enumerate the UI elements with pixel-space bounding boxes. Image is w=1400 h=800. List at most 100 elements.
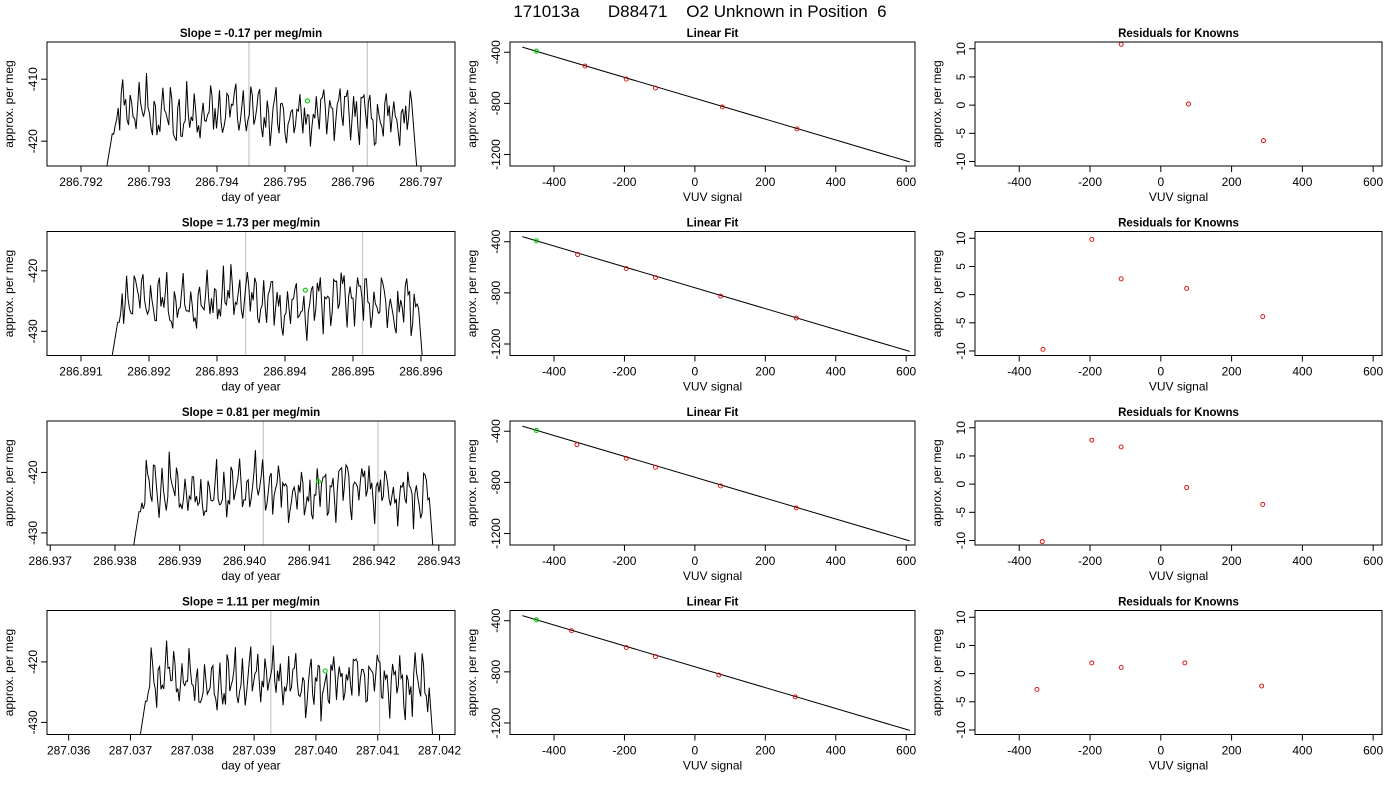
y-axis-label: approx. per meg <box>465 250 479 337</box>
data-point <box>793 315 799 321</box>
x-tick-label: -200 <box>1078 365 1102 379</box>
highlight-point <box>315 478 321 485</box>
data-point <box>1040 346 1046 352</box>
x-tick-label: 286.794 <box>195 175 239 189</box>
x-tick-label: 600 <box>896 554 916 568</box>
x-tick-label: -400 <box>1007 365 1031 379</box>
x-tick-label: 286.892 <box>127 365 171 379</box>
x-tick-label: 0 <box>692 744 699 758</box>
x-tick-label: 200 <box>755 365 775 379</box>
x-tick-label: -200 <box>612 365 636 379</box>
y-tick-label: -420 <box>26 460 40 484</box>
x-tick-label: 0 <box>1157 365 1164 379</box>
x-tick-label: 200 <box>755 744 775 758</box>
plot-frame <box>46 610 456 735</box>
highlight-point <box>533 617 539 623</box>
y-tick-label: -1200 <box>489 707 503 738</box>
x-tick-label: 286.891 <box>59 365 103 379</box>
y-tick-label: 0 <box>954 291 968 298</box>
y-tick-label: -430 <box>26 319 40 343</box>
x-tick-label: 287.039 <box>232 744 276 758</box>
data-point <box>652 654 658 659</box>
x-axis-label: VUV signal <box>1149 380 1208 394</box>
y-tick-label: 10 <box>954 610 968 624</box>
x-tick-label: 287.036 <box>47 744 91 758</box>
y-tick-label: -400 <box>489 229 503 253</box>
data-point <box>718 483 724 489</box>
y-tick-label: -420 <box>26 650 40 674</box>
data-point <box>1260 314 1266 320</box>
panel-title: Linear Fit <box>687 407 739 419</box>
data-point <box>1089 660 1095 666</box>
y-tick-label: -800 <box>489 660 503 684</box>
plot-area <box>139 610 434 735</box>
y-axis-label: approx. per meg <box>2 629 16 716</box>
plot-frame <box>974 41 1383 167</box>
panel-title: Residuals for Knowns <box>1118 597 1239 609</box>
x-tick-label: 400 <box>826 744 846 758</box>
data-point <box>1184 285 1190 291</box>
data-point <box>575 252 581 257</box>
x-tick-label: 0 <box>1157 175 1164 189</box>
page-title: 171013a D88471 O2 Unknown in Position 6 <box>513 2 887 21</box>
x-tick-label: 200 <box>1222 744 1242 758</box>
x-tick-label: 287.041 <box>356 744 400 758</box>
panel-trace-row2: 286.937 286.938 286.939 286.940 286.941 286.9… <box>2 407 461 583</box>
y-tick-label: 5 <box>954 452 968 459</box>
data-point <box>1118 276 1124 282</box>
x-tick-label: 286.792 <box>59 175 103 189</box>
x-tick-label: 0 <box>1157 744 1164 758</box>
x-tick-label: 600 <box>896 744 916 758</box>
data-point <box>1089 437 1095 443</box>
panel-residuals-row0: -400 -200 0 200 400 600 -10 -5 0 5 10 Residuals for… <box>930 28 1383 204</box>
y-tick-label: -5 <box>954 317 968 328</box>
data-point <box>794 126 800 132</box>
plot-frame <box>509 41 916 167</box>
y-axis-label: approx. per meg <box>2 439 16 526</box>
y-tick-label: 0 <box>954 101 968 108</box>
panel-residuals-row2: -400 -200 0 200 400 600 -10 -5 0 5 10 Residuals for… <box>930 407 1383 583</box>
data-point <box>623 76 629 82</box>
highlight-point <box>322 668 328 674</box>
trace-line <box>106 72 418 166</box>
panel-title: Linear Fit <box>687 597 739 609</box>
data-point <box>623 266 629 272</box>
y-tick-label: -400 <box>489 608 503 632</box>
y-axis-label: approx. per meg <box>2 250 16 337</box>
x-tick-label: -400 <box>542 175 566 189</box>
x-tick-label: 286.937 <box>29 554 73 568</box>
x-tick-label: 0 <box>692 175 699 189</box>
y-tick-label: -10 <box>954 152 968 170</box>
y-tick-label: 5 <box>954 642 968 649</box>
panel-title: Linear Fit <box>687 28 739 40</box>
data-point <box>1039 539 1045 545</box>
plot-frame <box>46 420 456 546</box>
data-point <box>793 505 799 511</box>
x-tick-label: 286.893 <box>195 365 239 379</box>
x-tick-label: 286.895 <box>331 365 375 379</box>
plot-area <box>1118 42 1266 144</box>
plot-frame <box>974 420 1383 546</box>
y-tick-label: -10 <box>954 721 968 739</box>
data-point <box>1034 686 1040 692</box>
y-tick-label: -5 <box>954 507 968 518</box>
highlight-point <box>533 238 539 244</box>
panel-trace-row0: 286.792 286.793 286.794 286.795 286.796 286.7… <box>2 28 456 204</box>
x-axis-label: day of year <box>221 380 280 394</box>
x-tick-label: -200 <box>612 175 636 189</box>
x-tick-label: 287.042 <box>418 744 462 758</box>
y-tick-label: -410 <box>26 67 40 91</box>
plot-area <box>111 231 423 356</box>
data-point <box>1089 236 1095 242</box>
data-point <box>719 104 725 110</box>
plot-area <box>106 42 418 166</box>
x-axis-label: VUV signal <box>1149 759 1208 773</box>
x-tick-label: -400 <box>542 744 566 758</box>
y-tick-label: -800 <box>489 91 503 115</box>
trace-line <box>111 264 423 356</box>
x-tick-label: 200 <box>1222 175 1242 189</box>
data-point <box>1185 101 1191 107</box>
y-axis-label: approx. per meg <box>465 60 479 147</box>
x-tick-label: 600 <box>1363 744 1383 758</box>
x-tick-label: 400 <box>1292 554 1312 568</box>
